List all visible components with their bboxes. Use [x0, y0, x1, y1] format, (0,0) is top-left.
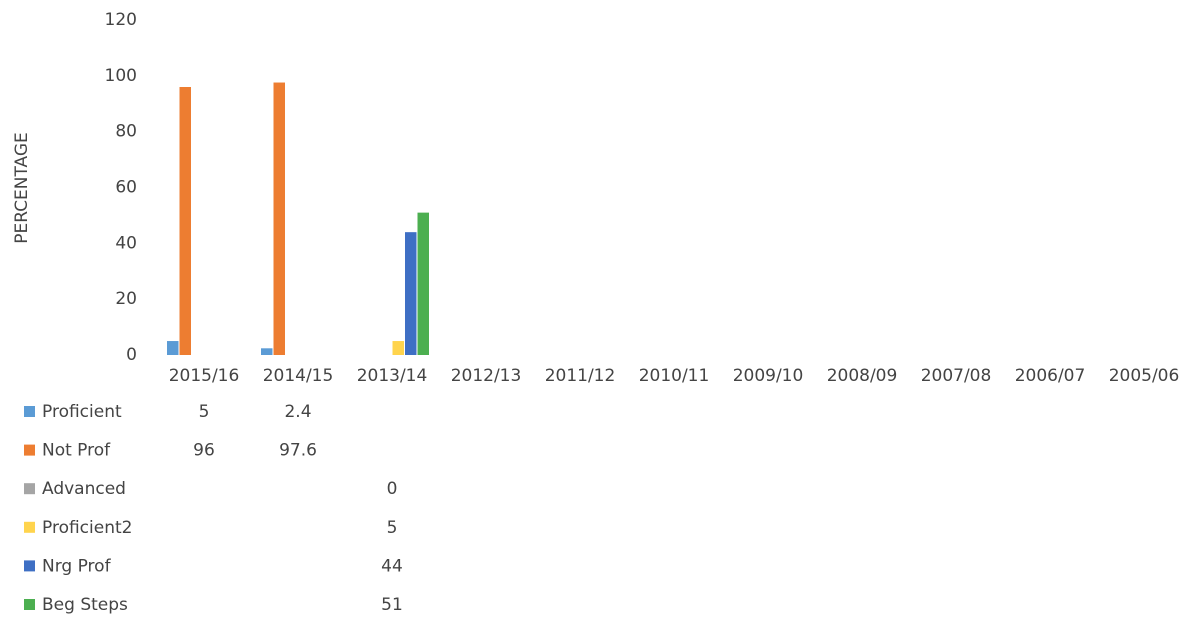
bar	[405, 232, 417, 355]
x-tick-label: 2010/11	[639, 366, 710, 386]
table-value: 44	[381, 556, 403, 576]
y-tick-label: 60	[115, 178, 137, 198]
y-tick-label: 100	[105, 66, 137, 86]
table-value: 5	[387, 518, 398, 538]
x-tick-label: 2014/15	[263, 366, 334, 386]
x-tick-label: 2012/13	[451, 366, 522, 386]
y-tick-label: 80	[115, 122, 137, 142]
legend-swatch	[24, 560, 35, 572]
y-axis-label: PERCENTAGE	[12, 132, 32, 244]
x-tick-label: 2011/12	[545, 366, 616, 386]
table-value: 51	[381, 595, 403, 615]
legend-label: Beg Steps	[42, 595, 128, 615]
y-tick-label: 40	[115, 233, 137, 253]
x-tick-label: 2008/09	[827, 366, 898, 386]
table-value: 5	[199, 402, 210, 422]
legend-label: Not Prof	[42, 441, 111, 461]
legend-label: Advanced	[42, 479, 126, 499]
legend-swatch	[24, 406, 35, 417]
legend-swatch	[24, 599, 35, 610]
legend-swatch	[24, 444, 35, 456]
legend-label: Proficient	[42, 402, 122, 422]
legend-swatch	[24, 521, 35, 533]
legend-label: Proficient2	[42, 518, 132, 538]
x-tick-label: 2005/06	[1109, 366, 1180, 386]
table-value: 2.4	[284, 402, 311, 422]
table-value: 96	[193, 441, 215, 461]
bar	[417, 212, 429, 355]
table-value: 97.6	[279, 441, 317, 461]
bar	[261, 348, 273, 355]
y-tick-label: 0	[126, 345, 137, 365]
bar	[179, 87, 191, 355]
x-tick-label: 2007/08	[921, 366, 992, 386]
bar	[273, 82, 285, 356]
legend-label: Nrg Prof	[42, 556, 112, 576]
x-tick-label: 2009/10	[733, 366, 804, 386]
table-value: 0	[387, 479, 398, 499]
y-tick-label: 120	[105, 10, 137, 30]
y-tick-label: 20	[115, 289, 137, 309]
x-tick-label: 2006/07	[1015, 366, 1086, 386]
x-tick-label: 2015/16	[169, 366, 240, 386]
bar	[167, 341, 179, 355]
legend-swatch	[24, 483, 35, 495]
x-tick-label: 2013/14	[357, 366, 428, 386]
bar	[392, 341, 404, 355]
